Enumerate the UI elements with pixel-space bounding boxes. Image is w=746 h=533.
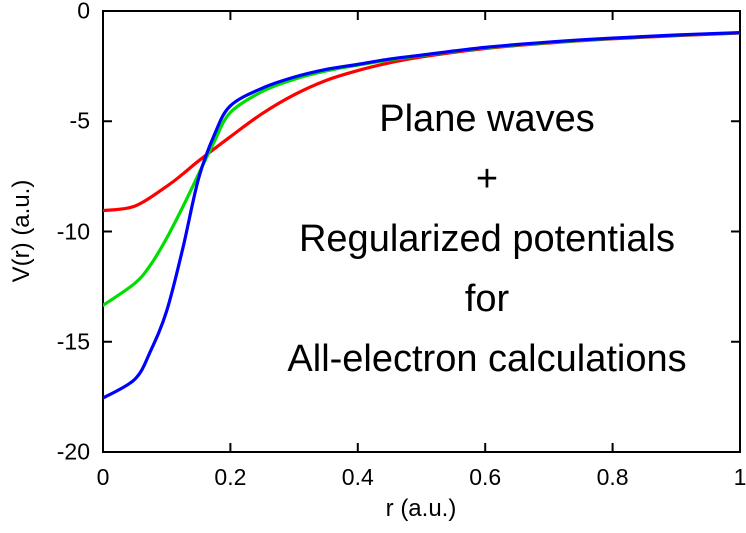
y-tick-label: -5 [69,107,90,134]
annotation-line: + [475,158,499,200]
x-tick-label: 0.6 [469,464,502,490]
x-tick-label: 0.8 [596,464,629,490]
annotation: Plane waves + Regularized potentials for All… [287,89,686,389]
x-tick-label: 0 [96,464,110,490]
y-tick-label: -20 [56,438,90,465]
y-tick-label: -10 [56,218,90,244]
curve-regularized-potential-deep [103,31,740,400]
annotation-line: Plane waves [379,98,595,140]
annotation-line: Regularized potentials [298,218,675,260]
annotation-line: for [464,278,510,320]
y-tick-label: -15 [56,328,90,355]
y-axis-label: V(r) (a.u.) [8,179,35,283]
x-tick-label: 1 [733,464,746,490]
y-tick-label: 0 [77,0,90,24]
x-tick-label: 0.4 [341,464,374,490]
x-tick-label: 0.2 [214,464,247,490]
x-axis-label: r (a.u.) [385,495,457,522]
annotation-line: All-electron calculations [287,338,687,380]
